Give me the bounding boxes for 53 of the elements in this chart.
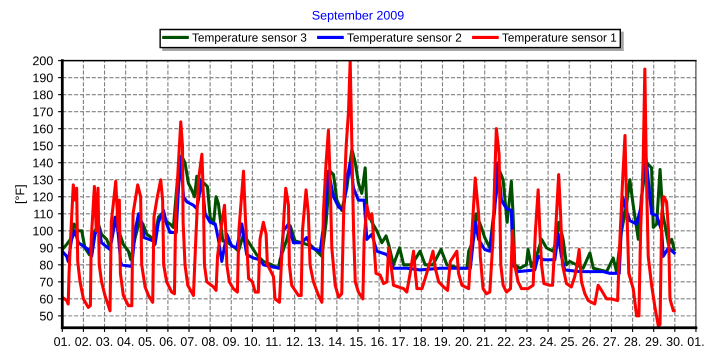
x-tick-label: 07. [180,337,197,346]
y-tick-label: 140 [33,158,53,168]
x-tick-label: 01. [54,337,70,346]
x-tick-label: 05. [138,337,154,346]
x-tick-label: 27. [603,337,620,346]
x-tick-label: 13. [308,337,324,346]
y-tick-label: 170 [33,107,53,116]
x-tick-label: 20. [456,337,472,346]
y-tick-label: 60 [40,294,53,304]
x-tick-label: 19. [434,337,450,346]
x-tick-label: 12. [286,337,302,346]
x-tick-label: 02. [75,337,91,346]
y-tick-label: 130 [33,176,53,184]
x-tick-label: 23. [518,337,535,346]
chart-title: September 2009 [312,10,404,22]
x-tick-label: 14. [329,337,344,346]
x-tick-label: 16. [371,337,387,346]
y-tick-label: 50 [40,312,53,321]
x-tick-label: 25. [561,337,577,346]
x-tick-label: 28. [624,337,640,346]
y-axis-title: [°F] [15,185,27,204]
x-tick-label: 22. [498,337,514,346]
y-tick-label: 80 [40,260,53,270]
y-tick-label: 150 [33,142,53,150]
x-tick-label: 29. [646,337,662,346]
y-tick-label: 100 [33,226,53,236]
legend-label: Temperature sensor 2 [347,33,462,44]
x-tick-label: 24. [540,337,556,346]
x-tick-label: 21. [476,337,492,346]
x-tick-label: 08. [202,337,218,346]
x-tick-label: 04. [117,337,134,346]
y-tick-label: 200 [33,56,53,66]
x-tick-label: 15. [350,337,366,346]
x-tick-label: 26. [582,337,598,346]
y-tick-label: 190 [33,73,53,82]
line-series [62,60,676,328]
y-tick-label: 180 [33,90,53,100]
legend-label: Temperature sensor 1 [502,33,616,44]
x-tick-label: 10. [244,337,260,346]
x-tick-label: 06. [160,337,176,346]
y-tick-label: 90 [40,244,53,252]
x-tick-label: 18. [414,337,429,346]
y-tick-label: 70 [40,278,53,286]
y-tick-label: 160 [33,124,53,134]
legend-label: Temperature sensor 3 [192,33,306,44]
x-tick-label: 03. [96,337,112,346]
x-tick-label: 11. [266,337,281,346]
x-tick-label: 30. [666,337,682,346]
y-tick-label: 120 [33,192,53,202]
y-tick-label: 110 [34,210,53,218]
x-tick-label: 01. [688,337,704,346]
x-tick-label: 17. [392,337,408,346]
x-tick-label: 09. [223,337,239,346]
